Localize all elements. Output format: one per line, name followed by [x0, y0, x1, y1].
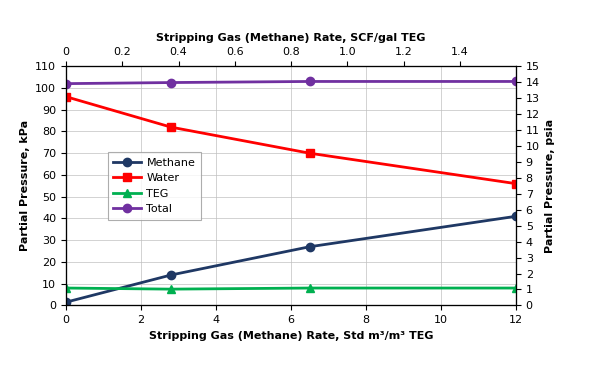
TEG — [512, 286, 520, 290]
X-axis label: Stripping Gas (Methane) Rate, SCF/gal TEG: Stripping Gas (Methane) Rate, SCF/gal TE… — [156, 33, 426, 43]
Methane — [306, 244, 313, 249]
Y-axis label: Partial Pressure, psia: Partial Pressure, psia — [545, 119, 556, 253]
Total — [306, 79, 313, 84]
Methane — [167, 273, 175, 277]
Water — [306, 151, 313, 155]
Methane — [512, 214, 520, 219]
Water — [62, 95, 70, 99]
Water — [512, 181, 520, 186]
Y-axis label: Partial Pressure, kPa: Partial Pressure, kPa — [20, 120, 30, 251]
X-axis label: Stripping Gas (Methane) Rate, Std m³/m³ TEG: Stripping Gas (Methane) Rate, Std m³/m³ … — [149, 331, 433, 341]
Total — [62, 81, 70, 86]
Line: Water: Water — [62, 92, 520, 188]
Line: Methane: Methane — [62, 212, 520, 306]
Line: TEG: TEG — [62, 284, 520, 293]
Water — [167, 125, 175, 129]
TEG — [167, 287, 175, 291]
Legend: Methane, Water, TEG, Total: Methane, Water, TEG, Total — [107, 152, 201, 220]
Total — [512, 79, 520, 84]
Total — [167, 80, 175, 85]
Line: Total: Total — [62, 77, 520, 88]
TEG — [306, 286, 313, 290]
TEG — [62, 286, 70, 290]
Methane — [62, 300, 70, 304]
